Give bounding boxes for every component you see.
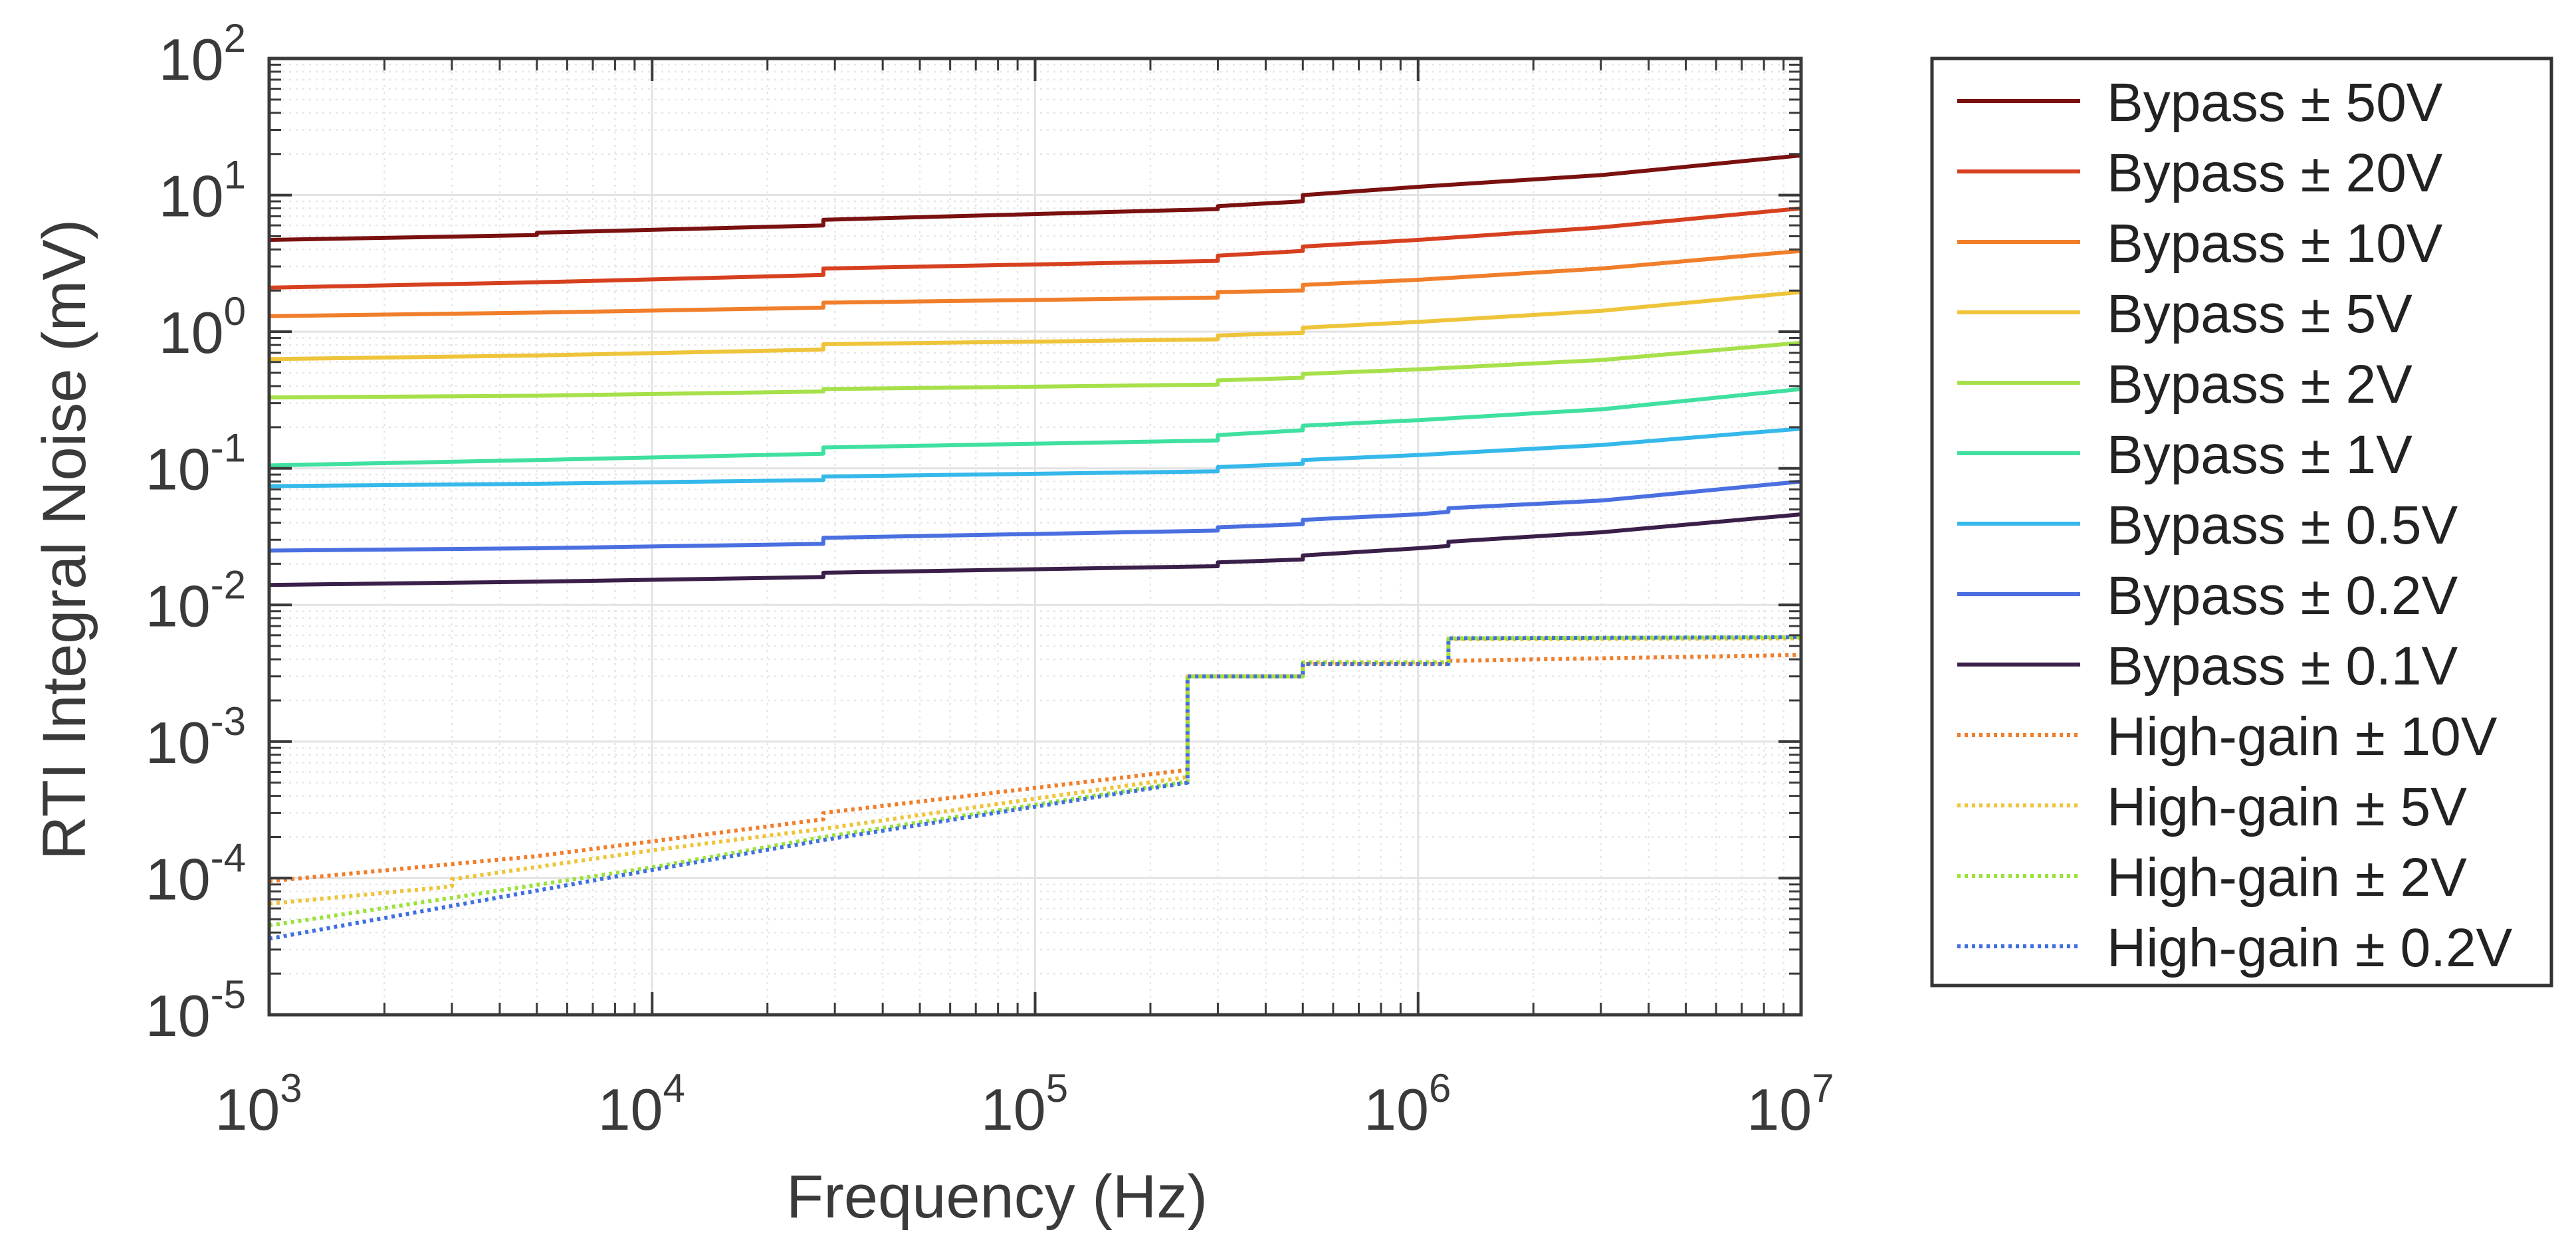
y-tick-label: 100 [159,289,246,366]
y-tick-label: 10-3 [146,699,246,776]
series-line-12 [268,635,1802,928]
x-tick-label: 107 [1747,1066,1834,1142]
x-axis-title: Frequency (Hz) [786,1163,1208,1231]
legend-label: Bypass ± 5V [2107,284,2413,344]
legend-label: Bypass ± 0.5V [2107,495,2458,556]
legend-label: Bypass ± 1V [2107,425,2413,485]
legend-label: Bypass ± 0.2V [2107,566,2458,626]
legend-label: Bypass ± 50V [2107,72,2443,133]
x-tick-label: 105 [981,1066,1068,1142]
series-line-8 [268,479,1802,553]
y-tick-label: 10-4 [146,835,246,912]
x-tick-label: 103 [215,1066,302,1142]
series-line-7 [268,427,1802,488]
legend-label: High-gain ± 10V [2107,706,2498,767]
legend: Bypass ± 50V Bypass ± 20V Bypass ± 10V Bypa… [1930,56,2553,988]
x-tick-label: 104 [598,1066,685,1142]
series-layer [268,153,1802,941]
y-tick-label: 10-1 [146,426,246,502]
series-line-9 [268,512,1802,587]
series-line-2 [268,206,1802,290]
y-tick-label: 102 [159,16,246,92]
y-tick-label: 10-2 [146,562,246,639]
legend-label: Bypass ± 2V [2107,354,2413,415]
series-line-5 [268,340,1802,400]
y-tick-labels: 102 101 100 10-1 10-2 10-3 10-4 10-5 [146,16,246,1049]
y-tick-label: 10-5 [146,972,246,1049]
legend-label: High-gain ± 0.2V [2107,918,2513,978]
legend-label: High-gain ± 5V [2107,777,2467,837]
legend-label: High-gain ± 2V [2107,847,2467,908]
legend-label: Bypass ± 20V [2107,143,2443,203]
tick-marks [268,57,1802,1016]
x-tick-label: 106 [1364,1066,1451,1142]
series-line-3 [268,249,1802,318]
x-tick-labels: 103 104 105 106 107 [215,1066,1834,1142]
series-line-6 [268,387,1802,468]
y-axis-title: RTI Integral Noise (mV) [31,219,98,861]
series-line-1 [268,153,1802,242]
series-line-13 [268,635,1802,941]
y-tick-label: 101 [159,153,246,229]
series-line-4 [268,290,1802,362]
legend-label: Bypass ± 10V [2107,213,2443,274]
legend-label: Bypass ± 0.1V [2107,636,2458,696]
